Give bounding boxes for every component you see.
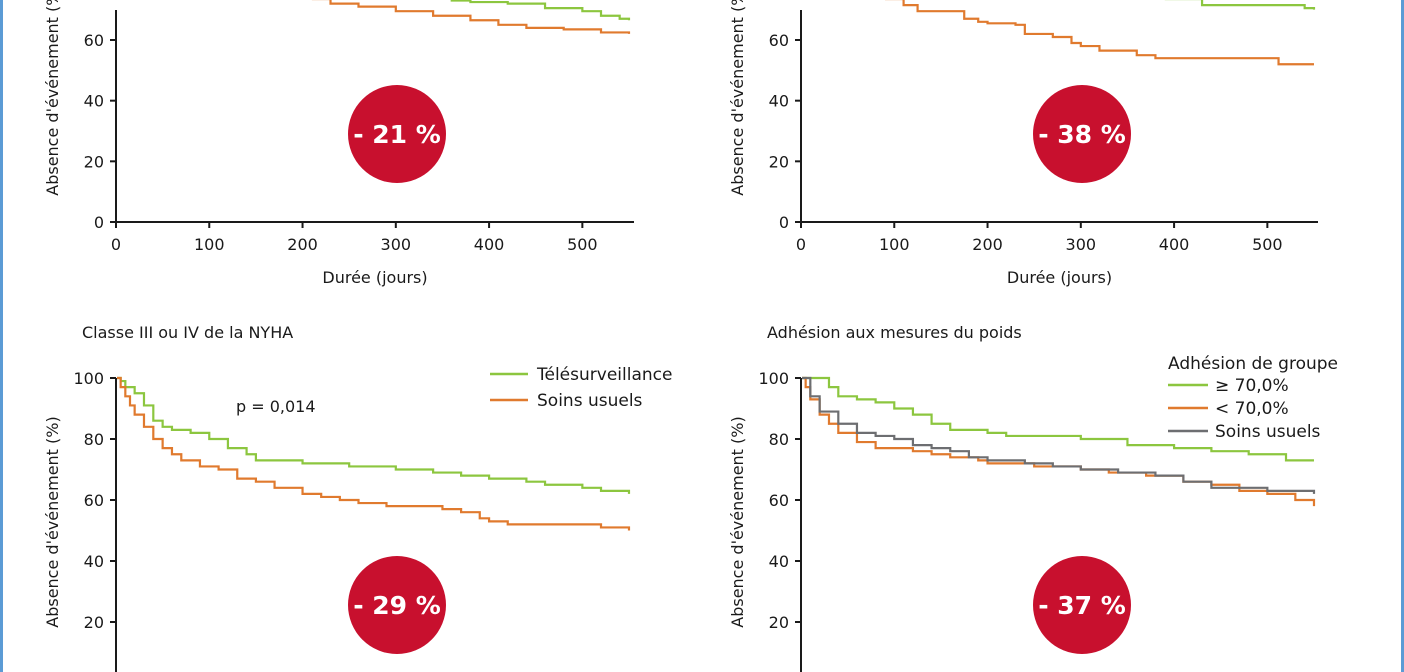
x-tick-label: 100 xyxy=(879,235,910,254)
series-line-t-l-surveillance xyxy=(117,376,631,494)
y-tick-label: 40 xyxy=(769,552,789,571)
x-tick-label: 500 xyxy=(567,235,598,254)
reduction-badge-label: - 38 % xyxy=(1038,120,1126,149)
p-value-annotation: p = 0,014 xyxy=(236,397,316,416)
y-tick-label: 60 xyxy=(769,491,789,510)
y-tick-label: 0 xyxy=(94,213,104,232)
chart-panel-3: Classe III ou IV de la NYHA020406080100A… xyxy=(43,323,672,672)
panel-title: Adhésion aux mesures du poids xyxy=(767,323,1022,342)
x-tick-label: 0 xyxy=(111,235,121,254)
x-tick-label: 300 xyxy=(1066,235,1097,254)
reduction-badge-label: - 29 % xyxy=(353,591,441,620)
y-tick-label: 100 xyxy=(758,369,789,388)
x-tick-label: 100 xyxy=(194,235,225,254)
y-axis-title: Absence d'événement (%) xyxy=(728,0,747,196)
panel-title: Classe III ou IV de la NYHA xyxy=(82,323,293,342)
series-line--70-0- xyxy=(802,376,1316,507)
y-tick-label: 40 xyxy=(84,92,104,111)
x-tick-label: 200 xyxy=(972,235,1003,254)
y-tick-label: 40 xyxy=(84,552,104,571)
series-line-orange xyxy=(884,0,1314,66)
x-tick-label: 400 xyxy=(1159,235,1190,254)
reduction-badge xyxy=(1033,556,1131,654)
series-line-green xyxy=(450,0,631,21)
legend-entry: Soins usuels xyxy=(1215,422,1321,442)
y-tick-label: 100 xyxy=(73,369,104,388)
y-tick-label: 60 xyxy=(84,491,104,510)
legend-entry: Soins usuels xyxy=(537,391,643,411)
x-tick-label: 400 xyxy=(474,235,505,254)
y-tick-label: 60 xyxy=(769,31,789,50)
y-axis-title: Absence d'événement (%) xyxy=(43,416,62,627)
y-tick-label: 80 xyxy=(84,430,104,449)
y-tick-label: 20 xyxy=(769,152,789,171)
y-axis-title: Absence d'événement (%) xyxy=(728,416,747,627)
reduction-badge-label: - 37 % xyxy=(1038,591,1126,620)
y-tick-label: 20 xyxy=(84,152,104,171)
reduction-badge xyxy=(348,85,446,183)
chart-panel-1: 0 20 40 60 0 100 200 300 400 500 Durée (jours) Abse… xyxy=(43,0,634,287)
x-axis-title: Durée (jours) xyxy=(1007,268,1112,287)
x-axis-title: Durée (jours) xyxy=(322,268,427,287)
reduction-badge xyxy=(1033,85,1131,183)
y-tick-label: 60 xyxy=(84,31,104,50)
series-line-orange xyxy=(311,0,631,34)
chart-panel-2: 0 20 40 60 0 100 200 300 400 500 Durée (jours) Abse… xyxy=(728,0,1318,287)
reduction-badge-label: - 21 % xyxy=(353,120,441,149)
y-tick-label: 0 xyxy=(779,213,789,232)
legend-title: Adhésion de groupe xyxy=(1168,354,1338,374)
x-tick-label: 0 xyxy=(796,235,806,254)
x-tick-label: 500 xyxy=(1252,235,1283,254)
y-tick-label: 20 xyxy=(769,613,789,632)
series-line-soins-usuels xyxy=(117,376,631,531)
y-tick-label: 80 xyxy=(769,430,789,449)
series-line--70-0- xyxy=(802,376,1314,462)
legend-entry: ≥ 70,0% xyxy=(1215,376,1289,396)
x-tick-label: 300 xyxy=(381,235,412,254)
chart-panel-4: Adhésion aux mesures du poids02040608010… xyxy=(728,323,1338,672)
legend-entry: < 70,0% xyxy=(1215,399,1289,419)
y-tick-label: 40 xyxy=(769,92,789,111)
reduction-badge xyxy=(348,556,446,654)
legend-entry: Télésurveillance xyxy=(536,365,672,385)
x-tick-label: 200 xyxy=(287,235,318,254)
series-line-green xyxy=(1164,0,1316,10)
y-axis-title: Absence d'événement (%) xyxy=(43,0,62,196)
y-tick-label: 20 xyxy=(84,613,104,632)
series-line-soins-usuels xyxy=(802,376,1316,494)
